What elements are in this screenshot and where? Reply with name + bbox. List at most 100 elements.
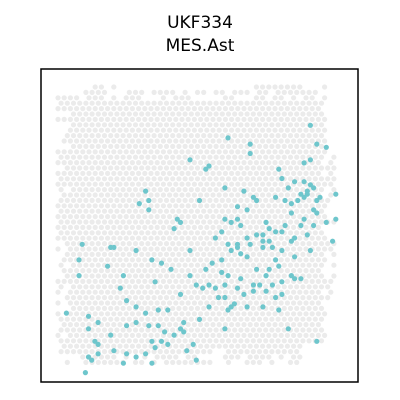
highlighted-spot (279, 229, 285, 235)
background-spot (148, 246, 154, 252)
background-spot (194, 208, 201, 214)
background-spot (132, 122, 139, 128)
background-spot (300, 89, 306, 95)
background-spot (123, 203, 129, 209)
background-spot (148, 160, 154, 166)
background-spot (235, 235, 241, 241)
background-spot (194, 349, 201, 355)
background-spot (67, 268, 73, 274)
highlighted-spot (273, 257, 279, 263)
background-spot (83, 219, 89, 225)
background-spot (163, 89, 170, 95)
background-spot (275, 154, 281, 160)
background-spot (300, 241, 306, 247)
background-spot (263, 197, 269, 203)
background-spot (291, 300, 297, 306)
background-spot (275, 219, 281, 225)
background-spot (160, 170, 166, 176)
background-spot (216, 224, 222, 230)
background-spot (83, 230, 89, 236)
background-spot (278, 192, 284, 198)
background-spot (83, 284, 89, 290)
background-spot (167, 224, 173, 230)
background-spot (318, 327, 325, 333)
background-spot (263, 176, 269, 182)
background-spot (318, 111, 325, 117)
background-spot (136, 181, 142, 187)
background-spot (173, 160, 179, 166)
background-spot (173, 170, 179, 176)
background-spot (225, 143, 232, 149)
background-spot (260, 127, 266, 133)
background-spot (167, 203, 173, 209)
background-spot (250, 154, 256, 160)
background-spot (182, 154, 188, 160)
background-spot (64, 230, 70, 236)
background-spot (191, 160, 197, 166)
background-spot (297, 246, 303, 252)
background-spot (77, 305, 83, 311)
background-spot (235, 257, 241, 263)
background-spot (275, 338, 281, 344)
highlighted-spot (187, 273, 193, 279)
background-spot (83, 122, 89, 128)
background-spot (185, 181, 191, 187)
background-spot (80, 203, 86, 209)
background-spot (287, 89, 294, 95)
background-spot (263, 316, 269, 322)
background-spot (216, 149, 222, 155)
background-spot (77, 187, 83, 193)
background-spot (117, 235, 123, 241)
highlighted-spot (85, 326, 92, 332)
background-spot (163, 349, 170, 355)
background-spot (284, 322, 290, 328)
background-spot (238, 89, 244, 95)
background-spot (92, 138, 98, 144)
background-spot (176, 165, 182, 171)
background-spot (225, 122, 232, 128)
highlighted-spot (292, 179, 298, 185)
background-spot (213, 100, 219, 106)
background-spot (309, 203, 315, 209)
highlighted-spot (209, 260, 215, 266)
background-spot (225, 176, 232, 182)
background-spot (163, 251, 170, 257)
background-spot (216, 235, 222, 241)
background-spot (108, 251, 114, 257)
background-spot (194, 295, 201, 301)
background-spot (235, 116, 241, 122)
background-spot (291, 268, 297, 274)
highlighted-spot (250, 282, 256, 288)
background-spot (111, 354, 117, 360)
background-spot (108, 154, 114, 160)
background-spot (163, 295, 170, 301)
background-spot (275, 187, 281, 193)
background-spot (250, 187, 256, 193)
background-spot (170, 100, 176, 106)
background-spot (232, 165, 238, 171)
background-spot (74, 116, 80, 122)
background-spot (312, 89, 318, 95)
background-spot (77, 143, 83, 149)
background-spot (216, 138, 222, 144)
background-spot (154, 160, 160, 166)
background-spot (173, 235, 179, 241)
background-spot (331, 176, 337, 182)
background-spot (111, 268, 117, 274)
background-spot (322, 203, 328, 209)
background-spot (70, 273, 77, 279)
background-spot (269, 305, 275, 311)
background-spot (114, 338, 120, 344)
background-spot (266, 300, 272, 306)
background-spot (303, 246, 309, 252)
background-spot (108, 219, 114, 225)
background-spot (55, 203, 61, 209)
background-spot (188, 349, 194, 355)
background-spot (294, 187, 300, 193)
background-spot (176, 230, 182, 236)
background-spot (182, 230, 188, 236)
background-spot (204, 192, 210, 198)
background-spot (210, 203, 216, 209)
background-spot (328, 160, 334, 166)
background-spot (67, 192, 73, 198)
